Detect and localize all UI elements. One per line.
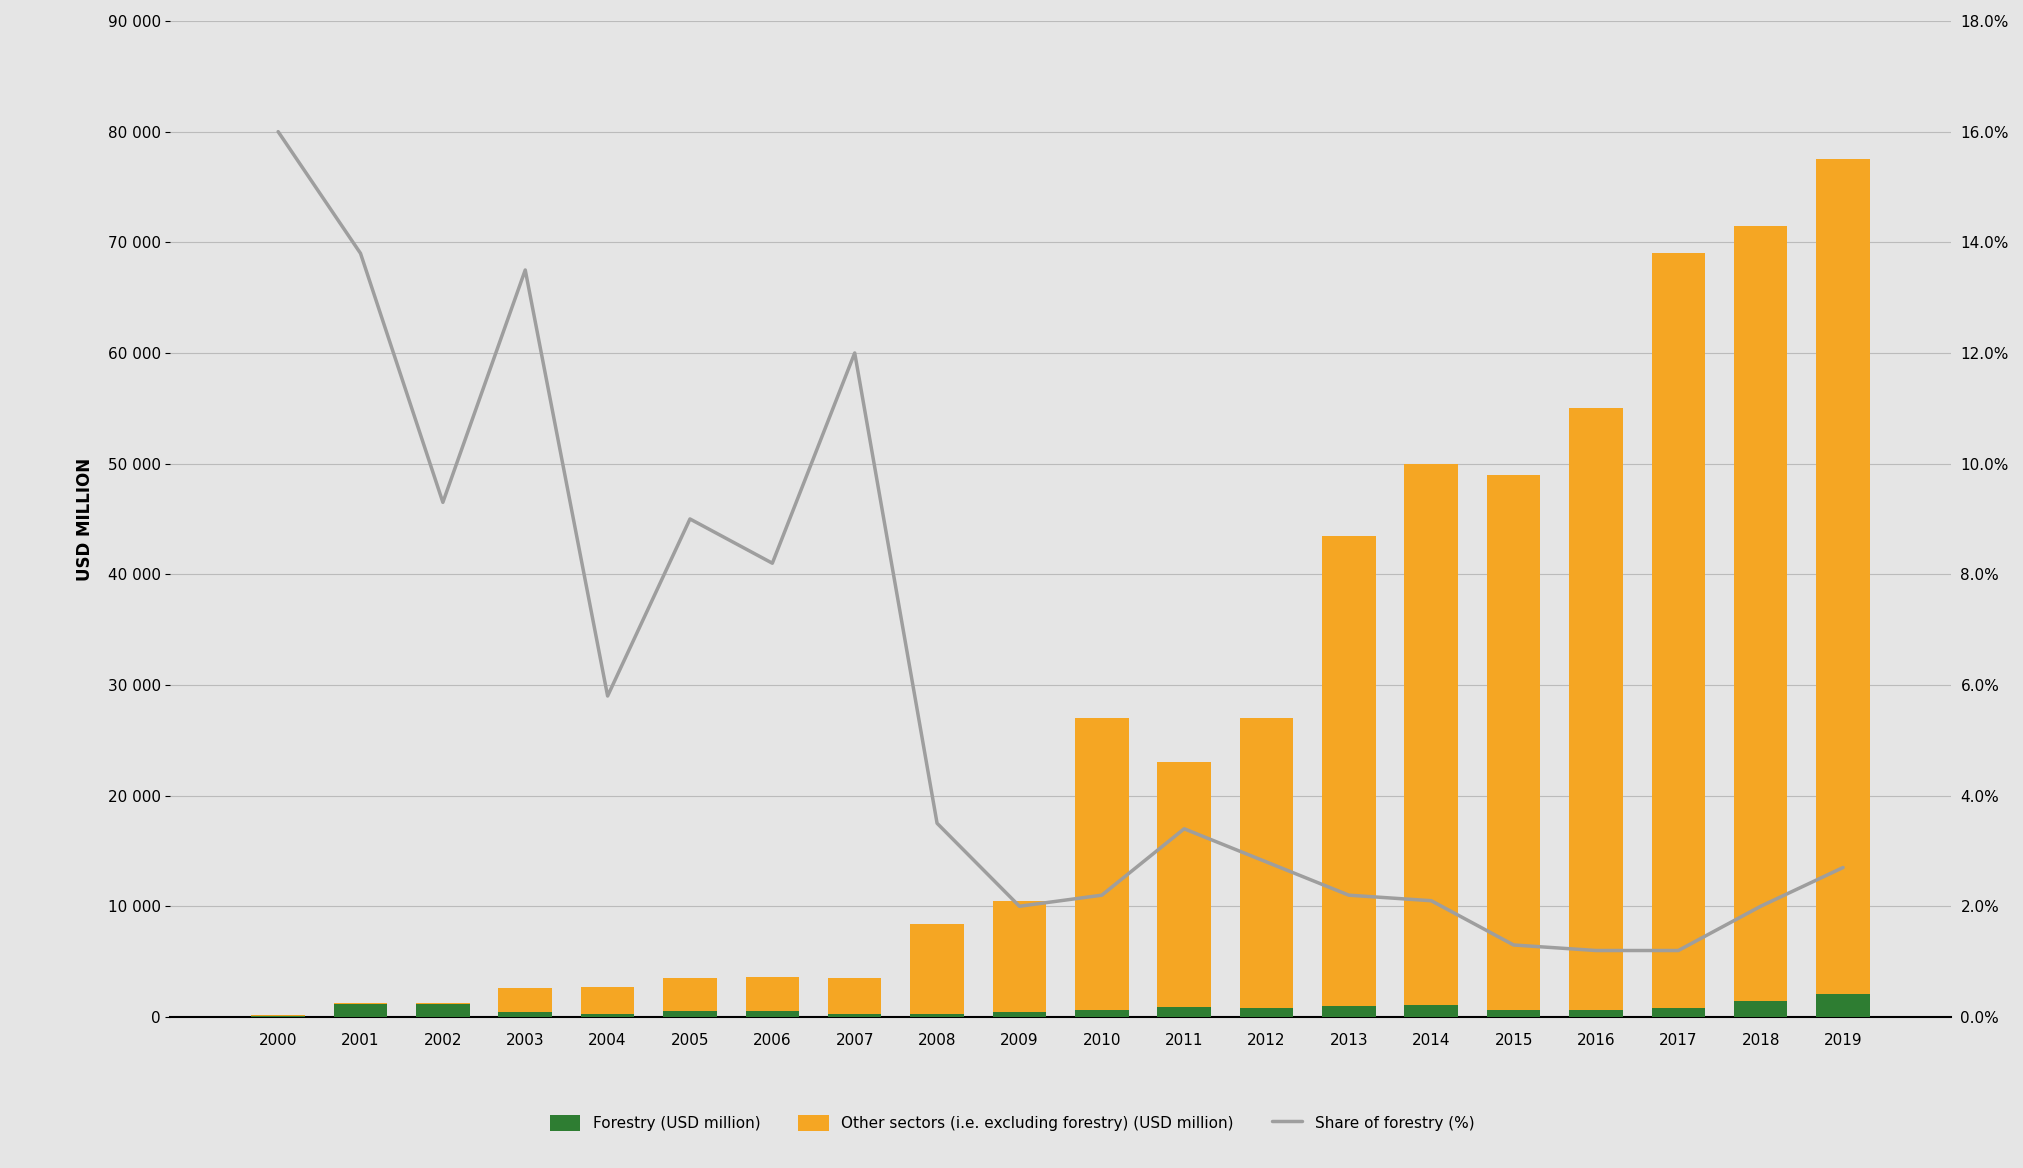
Share of forestry (%) (1254, 855, 1279, 869)
Bar (1815, 159, 1869, 1017)
Bar (910, 924, 963, 1017)
Share of forestry (%) (1831, 861, 1855, 875)
Bar (910, 1014, 963, 1017)
Bar (1321, 1006, 1376, 1017)
Share of forestry (%) (1335, 888, 1359, 902)
Bar (334, 1003, 386, 1017)
Share of forestry (%) (678, 512, 702, 526)
Bar (1321, 536, 1376, 1017)
Share of forestry (%) (1748, 899, 1772, 913)
Y-axis label: USD MILLION: USD MILLION (75, 458, 93, 580)
Line: Share of forestry (%): Share of forestry (%) (277, 132, 1843, 951)
Share of forestry (%) (1007, 899, 1032, 913)
Share of forestry (%) (1665, 944, 1689, 958)
Bar (1487, 474, 1540, 1017)
Bar (1487, 1010, 1540, 1017)
Bar (744, 978, 799, 1017)
Bar (1404, 1004, 1457, 1017)
Bar (251, 1015, 305, 1017)
Bar (498, 988, 552, 1017)
Bar (334, 1002, 386, 1017)
Bar (1074, 718, 1129, 1017)
Bar (1651, 253, 1703, 1017)
Bar (1240, 718, 1293, 1017)
Bar (1404, 464, 1457, 1017)
Bar (417, 1002, 469, 1017)
Share of forestry (%) (761, 556, 785, 570)
Bar (1734, 1001, 1786, 1017)
Share of forestry (%) (842, 346, 866, 360)
Bar (991, 901, 1046, 1017)
Bar (1240, 1008, 1293, 1017)
Bar (1157, 1007, 1210, 1017)
Bar (1568, 409, 1622, 1017)
Share of forestry (%) (1501, 938, 1525, 952)
Share of forestry (%) (925, 816, 949, 830)
Bar (991, 1013, 1046, 1017)
Bar (1568, 1010, 1622, 1017)
Share of forestry (%) (1418, 894, 1442, 908)
Bar (1734, 225, 1786, 1017)
Bar (744, 1011, 799, 1017)
Bar (1651, 1008, 1703, 1017)
Bar (581, 987, 633, 1017)
Share of forestry (%) (595, 689, 619, 703)
Legend: Forestry (USD million), Other sectors (i.e. excluding forestry) (USD million), S: Forestry (USD million), Other sectors (i… (544, 1108, 1479, 1136)
Bar (664, 978, 716, 1017)
Bar (581, 1014, 633, 1017)
Bar (1074, 1010, 1129, 1017)
Share of forestry (%) (431, 495, 455, 509)
Bar (827, 978, 882, 1017)
Bar (417, 1003, 469, 1017)
Share of forestry (%) (1171, 822, 1196, 836)
Share of forestry (%) (265, 125, 289, 139)
Share of forestry (%) (348, 246, 372, 260)
Share of forestry (%) (1584, 944, 1608, 958)
Share of forestry (%) (1088, 888, 1113, 902)
Bar (1157, 763, 1210, 1017)
Bar (664, 1011, 716, 1017)
Bar (1815, 994, 1869, 1017)
Bar (498, 1013, 552, 1017)
Share of forestry (%) (514, 263, 538, 277)
Bar (827, 1014, 882, 1017)
